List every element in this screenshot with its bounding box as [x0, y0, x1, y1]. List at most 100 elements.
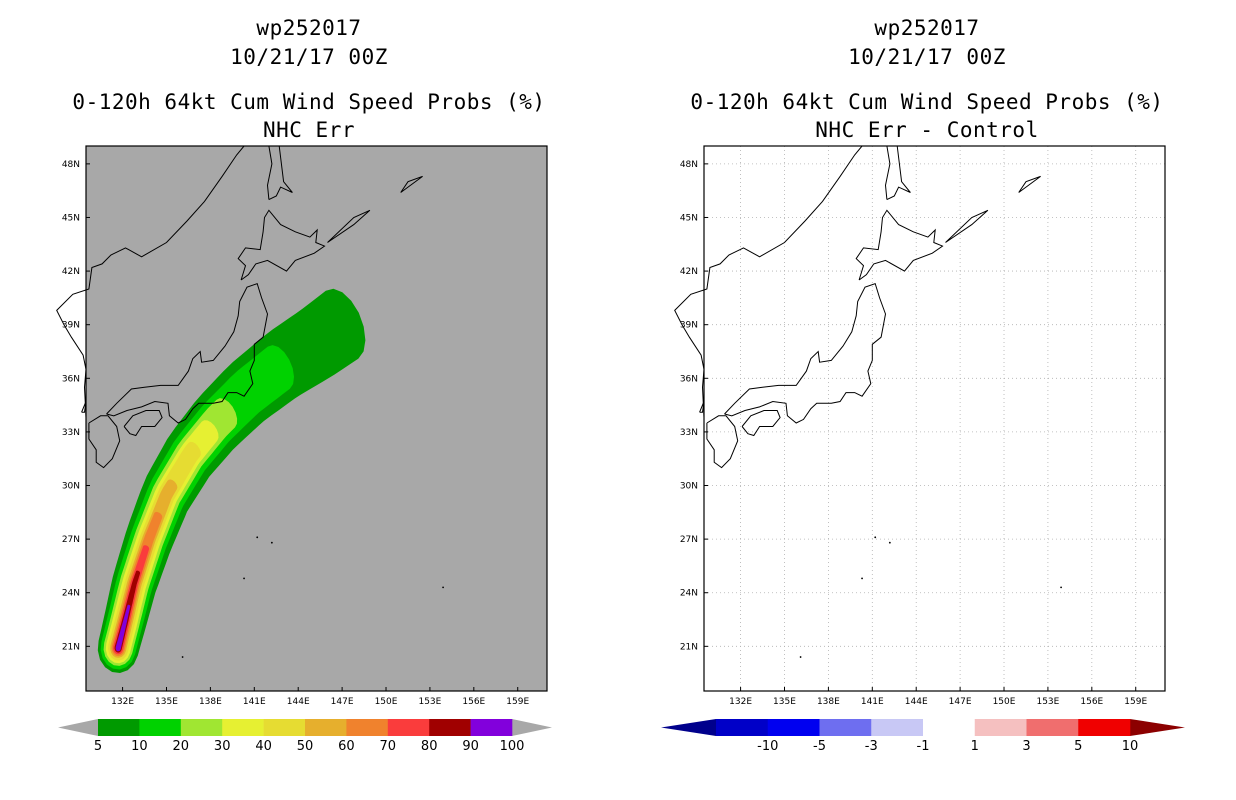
coastline — [724, 282, 887, 424]
colorbar-swatch — [923, 719, 976, 736]
colorbar-label: 80 — [421, 739, 438, 754]
date-title: 10/21/17 00Z — [230, 45, 388, 69]
x-tick-label: 144E — [905, 697, 928, 707]
chart-subtitle: NHC Err — [262, 118, 355, 142]
colorbar-label: 10 — [131, 739, 148, 754]
colorbar-label: 40 — [255, 739, 272, 754]
colorbar-right-end — [512, 719, 552, 736]
x-tick-label: 153E — [418, 697, 441, 707]
grid: 132E 135E 138E 141E 144E 147E 150E 153E 156E 159E… — [680, 146, 1165, 707]
island — [888, 541, 891, 544]
coastline — [123, 410, 163, 437]
island — [1060, 586, 1062, 589]
prob-band-90 — [115, 604, 131, 652]
colorbar-label: 50 — [297, 739, 314, 754]
left-chart-panel: wp252017 10/21/17 00Z 0-120h 64kt Cum Wi… — [56, 16, 552, 754]
y-tick-label: 36N — [680, 374, 698, 384]
map-frame — [85, 145, 548, 692]
map-frame — [703, 145, 1166, 692]
island — [874, 536, 877, 539]
coastline — [741, 410, 781, 437]
colorbar-label: 90 — [462, 739, 479, 754]
x-tick-label: 147E — [331, 697, 354, 707]
map-background — [704, 146, 1165, 691]
colorbar-swatch — [974, 719, 1027, 736]
colorbar-label: -3 — [865, 739, 878, 754]
island — [442, 586, 444, 589]
coastline — [855, 209, 944, 281]
y-tick-label: 24N — [680, 589, 698, 599]
y-tick-label: 48N — [62, 160, 80, 170]
prob-band-10 — [100, 345, 294, 670]
island — [799, 656, 802, 658]
colorbar-swatch — [305, 719, 347, 736]
x-tick-label: 144E — [287, 697, 310, 707]
ticks: 132E 135E 138E 141E 144E 147E 150E 153E 156E 159E… — [62, 160, 530, 707]
x-tick-label: 150E — [993, 697, 1016, 707]
island — [861, 577, 863, 580]
colorbar-label: 30 — [214, 739, 231, 754]
colorbar-swatch — [1026, 719, 1079, 736]
colorbar-swatch — [819, 719, 872, 736]
coastline — [106, 282, 269, 424]
colorbar-label: -10 — [757, 739, 778, 754]
colorbar-swatch — [429, 719, 471, 736]
chart-title: 0-120h 64kt Cum Wind Speed Probs (%) — [72, 90, 546, 114]
coastline — [88, 415, 121, 469]
x-tick-label: 156E — [462, 697, 485, 707]
coastline — [400, 175, 423, 193]
y-tick-label: 21N — [62, 642, 80, 652]
y-tick-label: 21N — [680, 642, 698, 652]
x-tick-label: 135E — [155, 697, 178, 707]
storm-id-title: wp252017 — [874, 16, 980, 40]
colorbar-swatch — [871, 719, 924, 736]
colorbar-left-end — [661, 719, 716, 736]
coastlines — [56, 145, 444, 658]
colorbar-swatch — [470, 719, 513, 736]
colorbar: 5 10 20 30 40 50 60 70 80 90 100 — [58, 719, 552, 754]
map-background — [86, 146, 547, 691]
colorbar-label: 5 — [94, 739, 102, 754]
colorbar-swatch — [263, 719, 306, 736]
y-tick-label: 45N — [62, 213, 80, 223]
colorbar-swatch — [222, 719, 264, 736]
coastline — [674, 145, 864, 418]
chart-title: 0-120h 64kt Cum Wind Speed Probs (%) — [690, 90, 1164, 114]
island — [243, 577, 245, 580]
x-tick-label: 138E — [817, 697, 840, 707]
y-tick-label: 36N — [62, 374, 80, 384]
colorbar-swatch — [387, 719, 430, 736]
island — [181, 656, 184, 658]
y-tick-label: 30N — [680, 482, 698, 492]
colorbar-label: 5 — [1074, 739, 1082, 754]
x-tick-label: 132E — [111, 697, 134, 707]
colorbar-label: 1 — [971, 739, 979, 754]
x-tick-label: 159E — [1124, 697, 1147, 707]
colorbar-left-end — [58, 719, 98, 736]
y-tick-label: 45N — [680, 213, 698, 223]
colorbar-label: 3 — [1022, 739, 1030, 754]
x-tick-label: 132E — [729, 697, 752, 707]
y-tick-label: 24N — [62, 589, 80, 599]
coastline — [699, 401, 705, 413]
colorbar-swatch — [346, 719, 389, 736]
coastline — [706, 415, 739, 469]
x-tick-label: 150E — [375, 697, 398, 707]
colorbar-right-end — [1130, 719, 1185, 736]
colorbar-swatch — [180, 719, 223, 736]
x-tick-label: 141E — [861, 697, 884, 707]
coastline — [237, 209, 326, 281]
island — [270, 541, 273, 544]
colorbar: -10 -5 -3 -1 1 3 5 10 — [661, 719, 1185, 754]
right-map-svg: 132E 135E 138E 141E 144E 147E 150E 153E 156E 159E… — [661, 145, 1185, 754]
coastlines — [674, 145, 1062, 658]
colorbar-swatch — [767, 719, 820, 736]
colorbar-label: 20 — [173, 739, 190, 754]
x-tick-label: 159E — [506, 697, 529, 707]
x-tick-label: 135E — [773, 697, 796, 707]
colorbar-swatch — [1078, 719, 1131, 736]
colorbar-label: 100 — [500, 739, 525, 754]
x-tick-label: 156E — [1080, 697, 1103, 707]
colorbar-label: -5 — [813, 739, 826, 754]
chart-subtitle: NHC Err - Control — [815, 118, 1039, 142]
